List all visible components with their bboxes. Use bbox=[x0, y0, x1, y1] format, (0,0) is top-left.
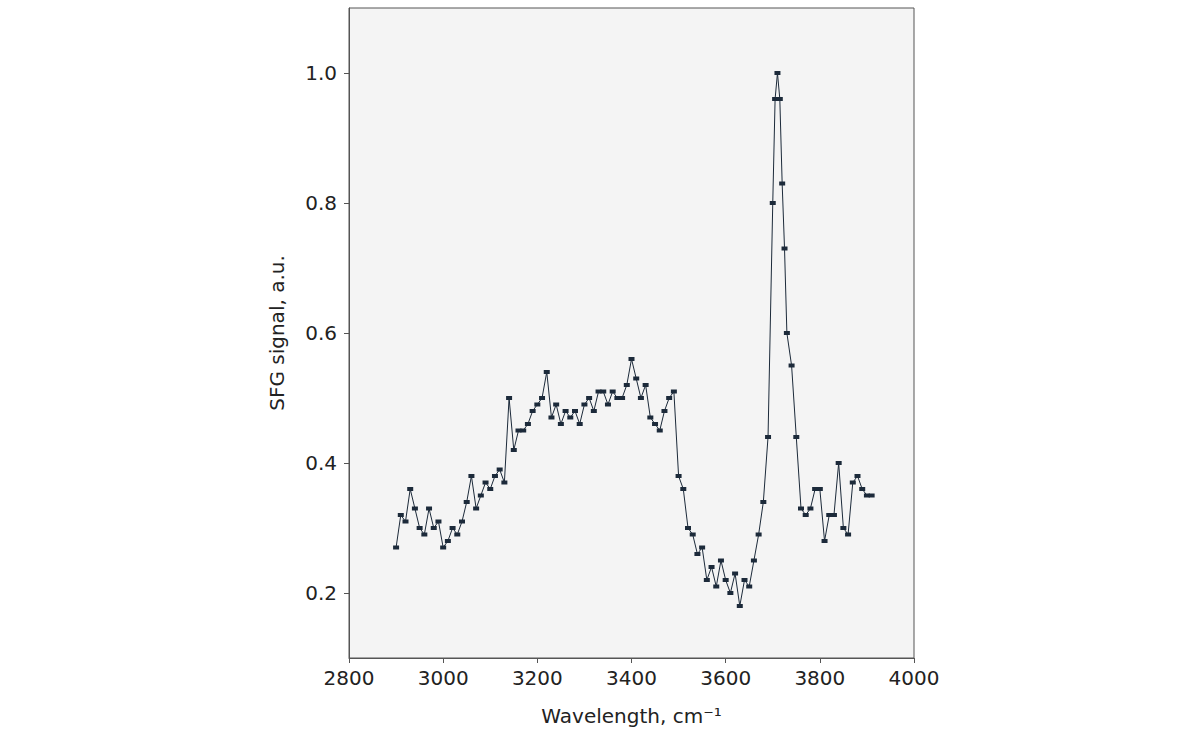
svg-text:3200: 3200 bbox=[512, 666, 563, 690]
svg-text:3800: 3800 bbox=[794, 666, 845, 690]
svg-text:0.6: 0.6 bbox=[305, 321, 337, 345]
svg-text:Wavelength, cm⁻¹: Wavelength, cm⁻¹ bbox=[541, 704, 721, 728]
svg-text:2800: 2800 bbox=[324, 666, 375, 690]
svg-text:0.4: 0.4 bbox=[305, 451, 337, 475]
svg-text:SFG signal, a.u.: SFG signal, a.u. bbox=[265, 255, 289, 411]
svg-text:3600: 3600 bbox=[700, 666, 751, 690]
svg-text:0.8: 0.8 bbox=[305, 191, 337, 215]
svg-text:3000: 3000 bbox=[418, 666, 469, 690]
svg-text:3400: 3400 bbox=[606, 666, 657, 690]
svg-text:1.0: 1.0 bbox=[305, 61, 337, 85]
svg-text:0.2: 0.2 bbox=[305, 581, 337, 605]
svg-text:4000: 4000 bbox=[889, 666, 940, 690]
